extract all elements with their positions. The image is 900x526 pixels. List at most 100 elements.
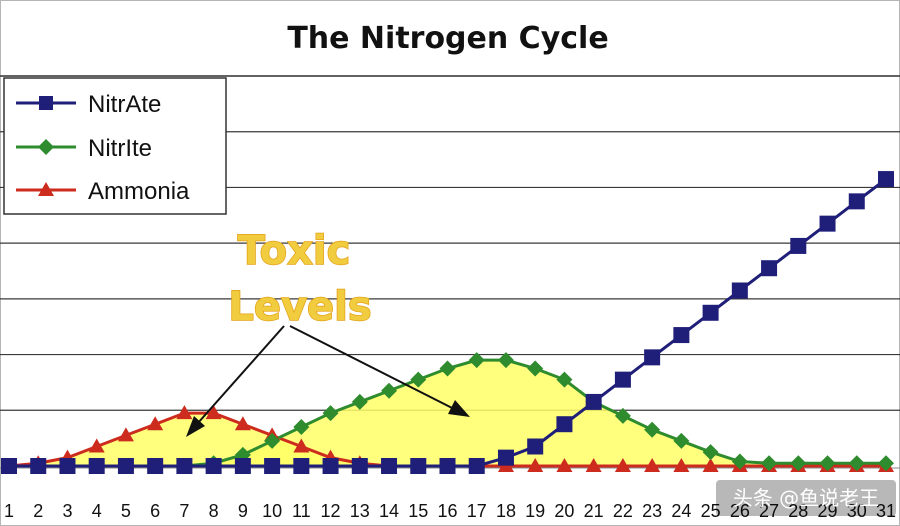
point-ammonia-9 — [234, 416, 251, 431]
point-nitrite-27 — [761, 455, 778, 472]
annotation-line-1: Toxic — [238, 228, 351, 274]
fill-nitrite — [9, 360, 886, 466]
point-ammonia-6 — [147, 416, 164, 431]
point-nitrate-4 — [88, 458, 105, 474]
x-tick-12: 12 — [321, 501, 341, 521]
point-nitrate-13 — [351, 458, 368, 474]
legend-label-nitrate: NitrAte — [88, 91, 161, 118]
point-nitrate-6 — [147, 458, 164, 474]
x-tick-9: 9 — [238, 501, 248, 521]
point-nitrate-26 — [731, 282, 748, 299]
x-tick-20: 20 — [554, 501, 574, 521]
point-nitrite-11 — [293, 419, 310, 435]
point-nitrite-13 — [351, 393, 368, 410]
point-nitrite-19 — [527, 360, 544, 377]
x-tick-17: 17 — [467, 501, 487, 521]
x-tick-26: 26 — [730, 501, 750, 521]
point-nitrate-31 — [878, 171, 894, 188]
annotation-arrowhead-right — [448, 400, 470, 417]
point-ammonia-8 — [205, 405, 222, 420]
legend: NitrAte NitrIte Ammonia — [3, 77, 227, 215]
point-ammonia-20 — [556, 458, 573, 472]
point-nitrate-17 — [468, 458, 485, 474]
point-ammonia-4 — [88, 438, 105, 453]
point-nitrate-22 — [614, 371, 631, 388]
annotation-line-2: Levels — [228, 284, 371, 330]
point-nitrate-8 — [205, 458, 222, 474]
fill-ammonia — [9, 413, 886, 466]
legend-marker-ammonia — [38, 182, 54, 196]
point-nitrite-17 — [468, 352, 485, 369]
x-tick-29: 29 — [818, 501, 838, 521]
x-tick-19: 19 — [525, 501, 545, 521]
point-ammonia-19 — [527, 458, 544, 472]
point-nitrate-23 — [644, 349, 661, 366]
x-tick-4: 4 — [92, 501, 102, 521]
point-ammonia-23 — [644, 458, 661, 472]
point-nitrite-22 — [614, 407, 631, 424]
x-tick-28: 28 — [788, 501, 808, 521]
point-ammonia-24 — [673, 458, 690, 472]
x-tick-labels: 1 2 3 4 5 6 7 8 9 10 11 12 13 14 15 16 17 18 19 20 21 22 23 24 2… — [4, 501, 896, 521]
x-tick-8: 8 — [209, 501, 219, 521]
point-nitrite-12 — [322, 405, 339, 422]
point-ammonia-11 — [293, 438, 310, 453]
x-tick-5: 5 — [121, 501, 131, 521]
point-nitrate-11 — [293, 458, 310, 474]
point-ammonia-25 — [702, 458, 719, 472]
point-nitrate-10 — [264, 458, 281, 474]
chart-title: The Nitrogen Cycle — [287, 21, 608, 56]
point-nitrite-24 — [673, 432, 690, 449]
point-nitrate-19 — [527, 438, 544, 455]
x-tick-25: 25 — [701, 501, 721, 521]
point-nitrite-18 — [497, 352, 514, 369]
point-nitrite-31 — [878, 455, 894, 472]
point-nitrate-28 — [790, 237, 807, 254]
watermark: 头条 @鱼说老王 — [716, 480, 896, 516]
annotation-arrow-left — [189, 325, 285, 433]
point-ammonia-22 — [614, 458, 631, 472]
legend-entry-ammonia: Ammonia — [16, 178, 190, 205]
x-tick-22: 22 — [613, 501, 633, 521]
point-nitrite-29 — [819, 455, 836, 472]
point-nitrate-5 — [117, 458, 134, 474]
point-nitrate-12 — [322, 458, 339, 474]
point-nitrite-25 — [702, 444, 719, 461]
x-tick-15: 15 — [408, 501, 428, 521]
point-nitrate-30 — [848, 193, 865, 210]
x-tick-13: 13 — [350, 501, 370, 521]
legend-entry-nitrite: NitrIte — [16, 135, 152, 162]
watermark-text: 头条 @鱼说老王 — [733, 486, 879, 510]
point-nitrate-21 — [585, 393, 602, 410]
x-tick-11: 11 — [292, 501, 311, 521]
x-tick-21: 21 — [584, 501, 604, 521]
x-tick-24: 24 — [671, 501, 691, 521]
x-tick-6: 6 — [150, 501, 160, 521]
point-nitrate-18 — [497, 449, 514, 466]
legend-entry-nitrate: NitrAte — [16, 91, 161, 118]
point-nitrate-16 — [439, 458, 456, 474]
point-ammonia-7 — [176, 405, 193, 420]
point-nitrate-3 — [59, 458, 76, 474]
x-tick-16: 16 — [437, 501, 457, 521]
point-nitrate-29 — [819, 215, 836, 232]
point-nitrate-27 — [761, 260, 778, 277]
x-tick-1: 1 — [4, 501, 14, 521]
x-tick-27: 27 — [759, 501, 779, 521]
legend-marker-nitrate — [39, 96, 53, 110]
point-nitrate-1 — [1, 458, 17, 474]
x-tick-30: 30 — [847, 501, 867, 521]
point-nitrate-14 — [381, 458, 398, 474]
series-markers — [1, 171, 894, 474]
x-tick-14: 14 — [379, 501, 399, 521]
point-nitrite-20 — [556, 371, 573, 388]
point-nitrate-24 — [673, 327, 690, 344]
point-nitrate-25 — [702, 304, 719, 321]
watermark-bg — [716, 480, 896, 516]
point-ammonia-5 — [117, 427, 134, 442]
x-tick-23: 23 — [642, 501, 662, 521]
x-tick-31: 31 — [876, 501, 896, 521]
point-ammonia-21 — [585, 458, 602, 472]
x-tick-3: 3 — [62, 501, 72, 521]
point-nitrite-23 — [644, 421, 661, 438]
